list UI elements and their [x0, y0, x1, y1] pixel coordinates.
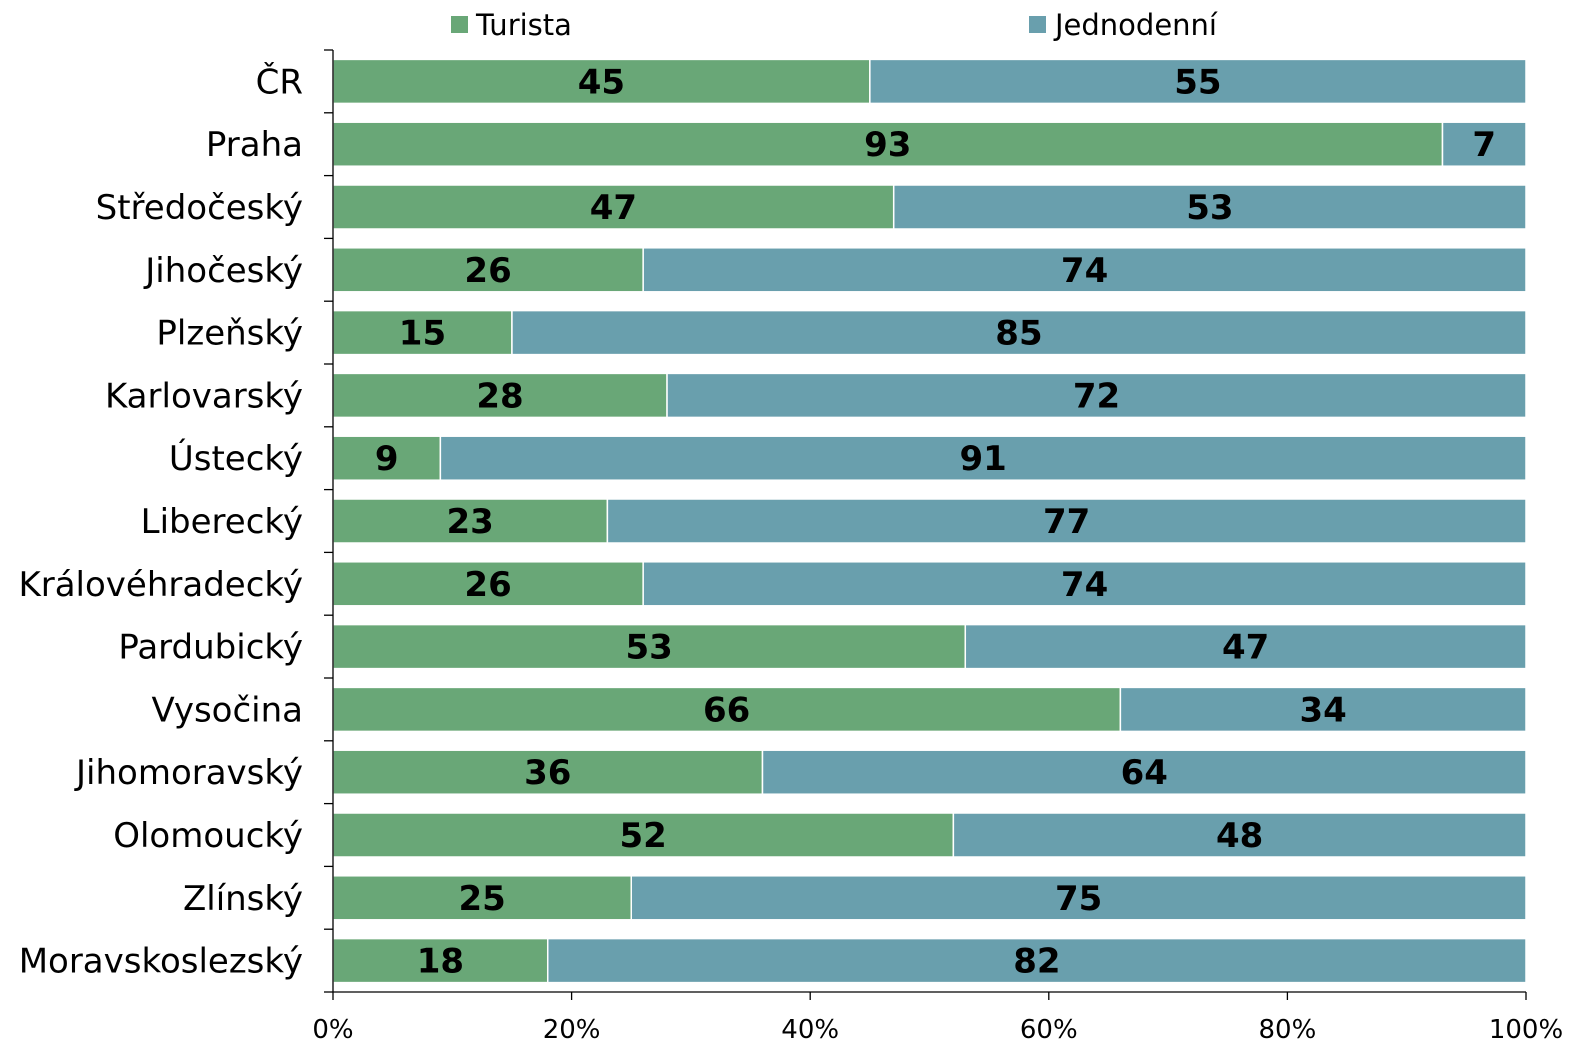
data-label: 9	[375, 439, 399, 479]
data-label: 74	[1061, 565, 1108, 605]
data-label: 93	[864, 125, 911, 165]
data-label: 18	[417, 942, 464, 982]
data-label: 77	[1043, 502, 1090, 542]
data-label: 91	[960, 439, 1007, 479]
category-label: Liberecký	[141, 502, 303, 542]
bar-turista	[332, 623, 967, 670]
bar-jednodenni	[642, 247, 1527, 293]
bar-jednodenni	[666, 372, 1527, 419]
bars-group: 45 55 93 7 47 53 26 74 15 85 28 72 9 91 23 77 26 74 53 47 66…	[332, 58, 1527, 984]
x-tick-label: 80%	[1259, 1015, 1317, 1043]
data-label: 55	[1174, 62, 1221, 102]
category-label: Ústecký	[169, 438, 303, 479]
bar-turista	[332, 121, 1444, 167]
bar-jednodenni	[892, 184, 1527, 230]
category-label: Zlínský	[183, 879, 303, 919]
bar-jednodenni	[964, 623, 1527, 670]
category-label: Středočeský	[96, 188, 303, 228]
category-label: Královéhradecký	[18, 565, 303, 605]
data-label: 23	[447, 502, 494, 542]
category-label: Vysočina	[151, 690, 303, 730]
bar-turista	[332, 686, 1122, 733]
x-tick-label: 0%	[312, 1015, 353, 1043]
category-label: Moravskoslezský	[19, 942, 303, 982]
bar-turista	[332, 58, 871, 105]
bar-turista	[332, 875, 632, 921]
bar-jednodenni	[642, 561, 1527, 607]
bar-turista	[332, 435, 442, 481]
bar-jednodenni	[1441, 121, 1527, 167]
category-label: Olomoucký	[113, 816, 303, 856]
bar-jednodenni	[761, 749, 1527, 795]
category-label: Plzeňský	[156, 314, 303, 354]
category-label: Karlovarský	[105, 376, 303, 416]
bar-jednodenni	[546, 937, 1527, 984]
data-label: 15	[399, 314, 446, 354]
data-label: 26	[464, 251, 511, 291]
data-label: 47	[590, 188, 637, 228]
bar-jednodenni	[439, 435, 1527, 481]
x-tick-label: 40%	[781, 1015, 839, 1043]
bar-jednodenni	[869, 58, 1527, 105]
category-label: ČR	[256, 61, 303, 102]
data-label: 7	[1472, 125, 1496, 165]
data-label: 25	[458, 879, 505, 919]
data-label: 52	[620, 816, 667, 856]
category-labels: ČR Praha Středočeský Jihočeský Plzeňský Karlo…	[18, 61, 303, 981]
data-label: 45	[578, 62, 625, 102]
data-label: 75	[1055, 879, 1102, 919]
data-label: 36	[524, 753, 571, 793]
data-label: 85	[995, 314, 1042, 354]
data-label: 53	[1186, 188, 1233, 228]
data-label: 72	[1073, 376, 1120, 416]
data-label: 47	[1222, 628, 1269, 668]
data-label: 66	[703, 690, 750, 730]
x-tick-label: 20%	[543, 1015, 601, 1043]
category-label: Jihomoravský	[74, 753, 303, 793]
data-label: 48	[1216, 816, 1263, 856]
data-label: 74	[1061, 251, 1108, 291]
data-label: 64	[1121, 753, 1168, 793]
data-label: 82	[1013, 942, 1060, 982]
bar-turista	[332, 184, 895, 230]
bar-jednodenni	[606, 498, 1527, 544]
legend-swatch-jednodenni	[1029, 16, 1046, 33]
data-label: 26	[464, 565, 511, 605]
legend-swatch-turista	[451, 16, 468, 33]
bar-turista	[332, 749, 764, 795]
bar-turista	[332, 812, 955, 858]
x-tick-label: 100%	[1489, 1015, 1563, 1043]
data-label: 53	[625, 628, 672, 668]
bar-jednodenni	[630, 875, 1527, 921]
bar-jednodenni	[952, 812, 1527, 858]
data-label: 28	[476, 376, 523, 416]
axes: 0% 20% 40% 60% 80% 100%	[312, 49, 1563, 1043]
bar-jednodenni	[511, 309, 1527, 356]
legend: Turista Jednodenní	[451, 8, 1218, 42]
bar-turista	[332, 247, 644, 293]
bar-jednodenni	[1119, 686, 1527, 733]
legend-label-turista: Turista	[475, 8, 572, 42]
category-label: Pardubický	[118, 628, 303, 668]
bar-turista	[332, 937, 549, 984]
x-tick-label: 60%	[1020, 1015, 1078, 1043]
category-label: Jihočeský	[143, 251, 303, 291]
category-label: Praha	[206, 125, 303, 165]
legend-label-jednodenni: Jednodenní	[1053, 8, 1218, 42]
data-label: 34	[1300, 690, 1347, 730]
